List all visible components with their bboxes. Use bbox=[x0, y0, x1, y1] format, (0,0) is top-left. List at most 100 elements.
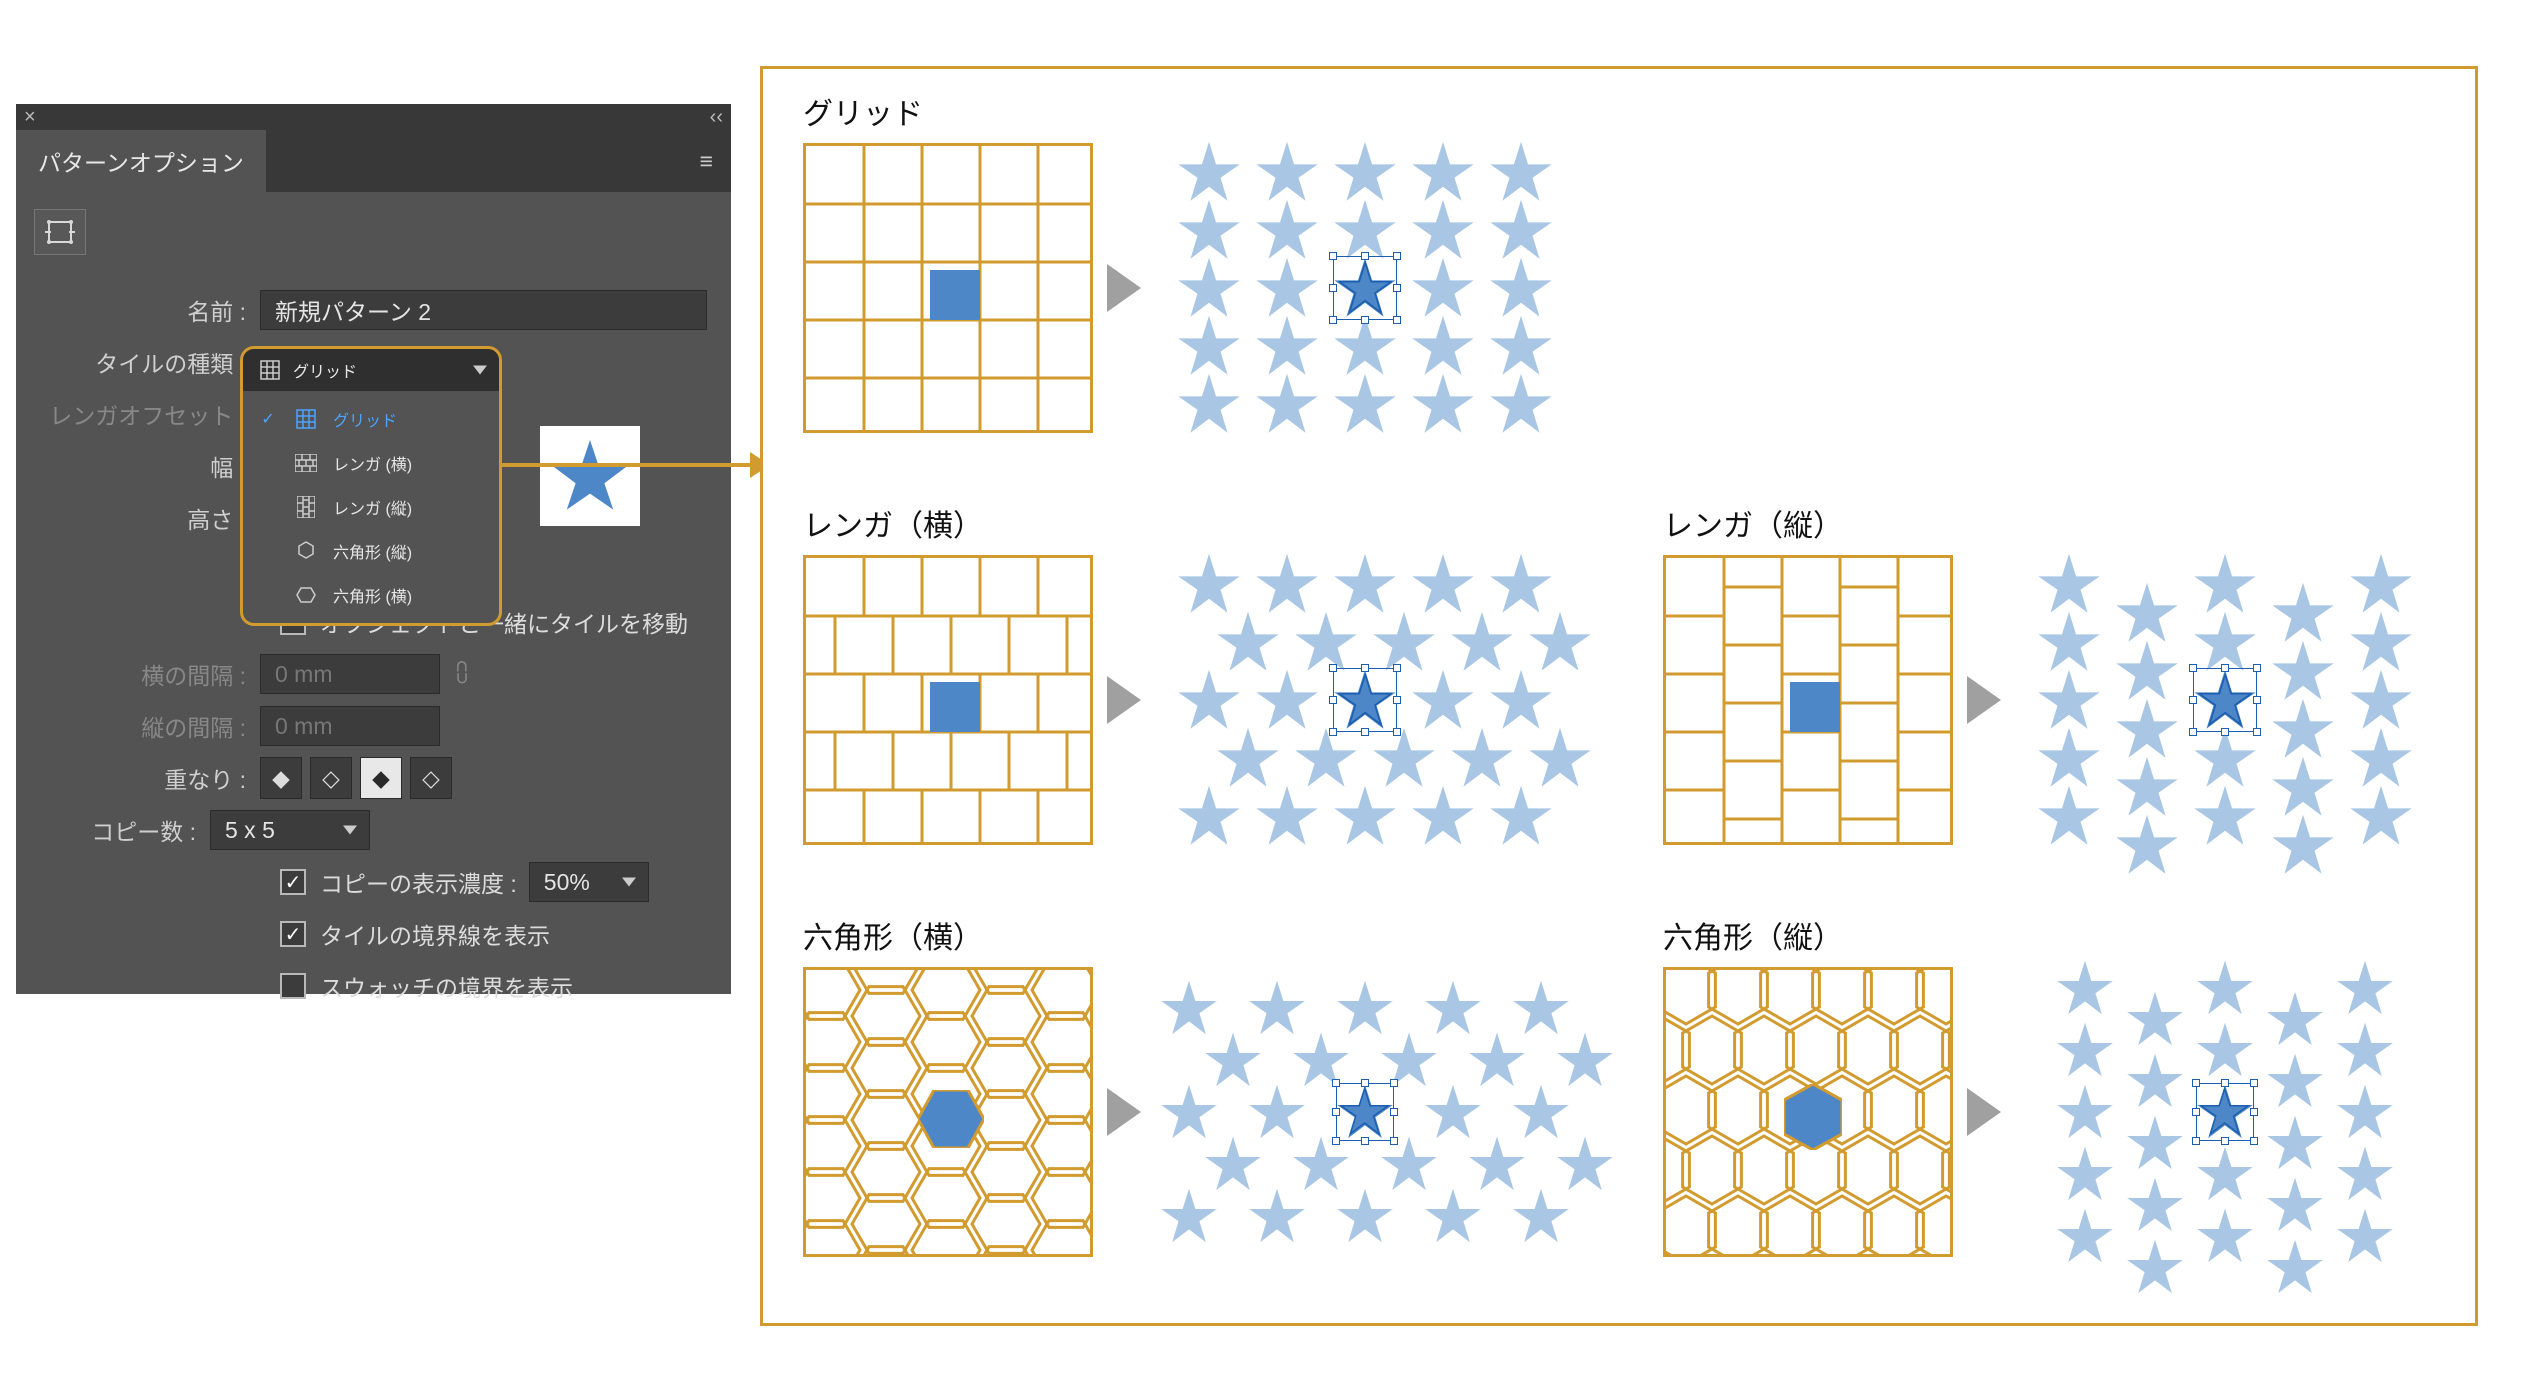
selection-handle[interactable] bbox=[1393, 284, 1401, 292]
star-icon bbox=[2266, 1238, 2324, 1296]
selection-handle[interactable] bbox=[1329, 252, 1337, 260]
tab-pattern-options[interactable]: パターンオプション bbox=[16, 130, 266, 192]
star-icon bbox=[1333, 784, 1397, 848]
star-icon bbox=[1255, 198, 1319, 262]
hex-v-icon bbox=[293, 540, 319, 562]
brick-h-icon bbox=[293, 454, 319, 472]
star-icon bbox=[1489, 140, 1553, 204]
selection-handle[interactable] bbox=[1329, 696, 1337, 704]
selection-handle[interactable] bbox=[2221, 664, 2229, 672]
star-icon bbox=[1380, 1031, 1438, 1089]
star-icon bbox=[2126, 1052, 2184, 1110]
selection-handle[interactable] bbox=[1393, 252, 1401, 260]
star-icon bbox=[1177, 198, 1241, 262]
selection-handle[interactable] bbox=[2221, 1137, 2229, 1145]
dropdown-item-label: グリッド bbox=[333, 407, 397, 431]
star-icon bbox=[1450, 610, 1514, 674]
selection-handle[interactable] bbox=[2221, 728, 2229, 736]
selection-handle[interactable] bbox=[1390, 1108, 1398, 1116]
overlap-top-button[interactable]: ◆ bbox=[360, 757, 402, 799]
star-icon bbox=[1177, 668, 1241, 732]
tiletype-dropdown-header[interactable]: グリッド bbox=[243, 349, 499, 391]
selection-handle[interactable] bbox=[2189, 664, 2197, 672]
selection-handle[interactable] bbox=[2192, 1079, 2200, 1087]
overlap-left-button[interactable]: ◆ bbox=[260, 757, 302, 799]
dropdown-item-grid[interactable]: ✓ グリッド bbox=[243, 397, 499, 441]
star-icon bbox=[1424, 1187, 1482, 1245]
selection-handle[interactable] bbox=[1361, 1079, 1369, 1087]
star-icon bbox=[1216, 726, 1280, 790]
selection-handle[interactable] bbox=[2189, 728, 2197, 736]
selection-handle[interactable] bbox=[1329, 316, 1337, 324]
dropdown-item-brick-v[interactable]: レンガ (縦) bbox=[243, 485, 499, 529]
density-select[interactable]: 50% bbox=[529, 862, 649, 902]
selection-handle[interactable] bbox=[1390, 1137, 1398, 1145]
brick-v-icon bbox=[293, 496, 319, 518]
example-title: 六角形（縦） bbox=[1663, 913, 2435, 957]
swatchborder-checkbox[interactable] bbox=[280, 973, 306, 999]
star-icon bbox=[1372, 726, 1436, 790]
star-icon bbox=[2196, 959, 2254, 1017]
copies-select[interactable]: 5 x 5 bbox=[210, 810, 370, 850]
selection-handle[interactable] bbox=[1332, 1108, 1340, 1116]
center-tile bbox=[1790, 682, 1840, 732]
panel-menu-icon[interactable]: ≡ bbox=[682, 148, 731, 175]
panel-titlebar[interactable]: × ‹‹ bbox=[16, 104, 731, 130]
selection-handle[interactable] bbox=[1332, 1079, 1340, 1087]
selection-handle[interactable] bbox=[1329, 728, 1337, 736]
dropdown-item-hex-h[interactable]: 六角形 (横) bbox=[243, 573, 499, 617]
selection-handle[interactable] bbox=[1361, 728, 1369, 736]
selection-handle[interactable] bbox=[1393, 664, 1401, 672]
selection-handle[interactable] bbox=[1361, 252, 1369, 260]
star-icon bbox=[1489, 668, 1553, 732]
tile-preview-grid bbox=[803, 143, 1093, 433]
selection-handle[interactable] bbox=[2253, 696, 2261, 704]
star-icon bbox=[2193, 784, 2257, 848]
close-icon[interactable]: × bbox=[24, 106, 36, 129]
selection-handle[interactable] bbox=[2250, 1108, 2258, 1116]
selection-handle[interactable] bbox=[2253, 664, 2261, 672]
star-icon bbox=[2115, 697, 2179, 761]
dropdown-item-hex-v[interactable]: 六角形 (縦) bbox=[243, 529, 499, 573]
vpad-input[interactable]: 0 mm bbox=[260, 706, 440, 746]
overlap-bottom-button[interactable]: ◇ bbox=[410, 757, 452, 799]
star-icon bbox=[2056, 1083, 2114, 1141]
selection-bounds bbox=[1336, 1083, 1394, 1141]
selection-handle[interactable] bbox=[1329, 284, 1337, 292]
selection-handle[interactable] bbox=[1393, 728, 1401, 736]
star-icon bbox=[1336, 1187, 1394, 1245]
tiletype-dropdown[interactable]: グリッド ✓ グリッド レンガ (横) レンガ (縦) 六角形 (縦) 六角形 … bbox=[240, 346, 502, 626]
selection-handle[interactable] bbox=[2250, 1079, 2258, 1087]
overlap-right-button[interactable]: ◇ bbox=[310, 757, 352, 799]
collapse-icon[interactable]: ‹‹ bbox=[710, 106, 723, 129]
tile-preview-hex-v bbox=[1663, 967, 1953, 1257]
selection-bounds bbox=[1333, 256, 1397, 320]
selection-handle[interactable] bbox=[1361, 664, 1369, 672]
name-input[interactable]: 新規パターン 2 bbox=[260, 290, 707, 330]
selection-handle[interactable] bbox=[2221, 1079, 2229, 1087]
star-icon bbox=[1372, 610, 1436, 674]
selection-handle[interactable] bbox=[1390, 1079, 1398, 1087]
selection-handle[interactable] bbox=[1329, 664, 1337, 672]
dropdown-item-brick-h[interactable]: レンガ (横) bbox=[243, 441, 499, 485]
link-icon[interactable]: ⩇ bbox=[456, 658, 468, 690]
tileborder-checkbox[interactable] bbox=[280, 921, 306, 947]
density-checkbox[interactable] bbox=[280, 869, 306, 895]
selection-handle[interactable] bbox=[2189, 696, 2197, 704]
selection-handle[interactable] bbox=[1393, 696, 1401, 704]
hpad-input[interactable]: 0 mm bbox=[260, 654, 440, 694]
selection-handle[interactable] bbox=[2253, 728, 2261, 736]
selection-handle[interactable] bbox=[1393, 316, 1401, 324]
selection-handle[interactable] bbox=[2250, 1137, 2258, 1145]
selection-handle[interactable] bbox=[1361, 316, 1369, 324]
star-icon bbox=[1292, 1135, 1350, 1193]
selection-handle[interactable] bbox=[2192, 1108, 2200, 1116]
example-grid: グリッド bbox=[803, 89, 1575, 433]
star-icon bbox=[1411, 552, 1475, 616]
selection-handle[interactable] bbox=[1332, 1137, 1340, 1145]
tile-size-tool-button[interactable] bbox=[34, 209, 86, 255]
star-icon bbox=[2126, 1176, 2184, 1234]
selection-handle[interactable] bbox=[1361, 1137, 1369, 1145]
selection-handle[interactable] bbox=[2192, 1137, 2200, 1145]
star-icon bbox=[1411, 372, 1475, 436]
